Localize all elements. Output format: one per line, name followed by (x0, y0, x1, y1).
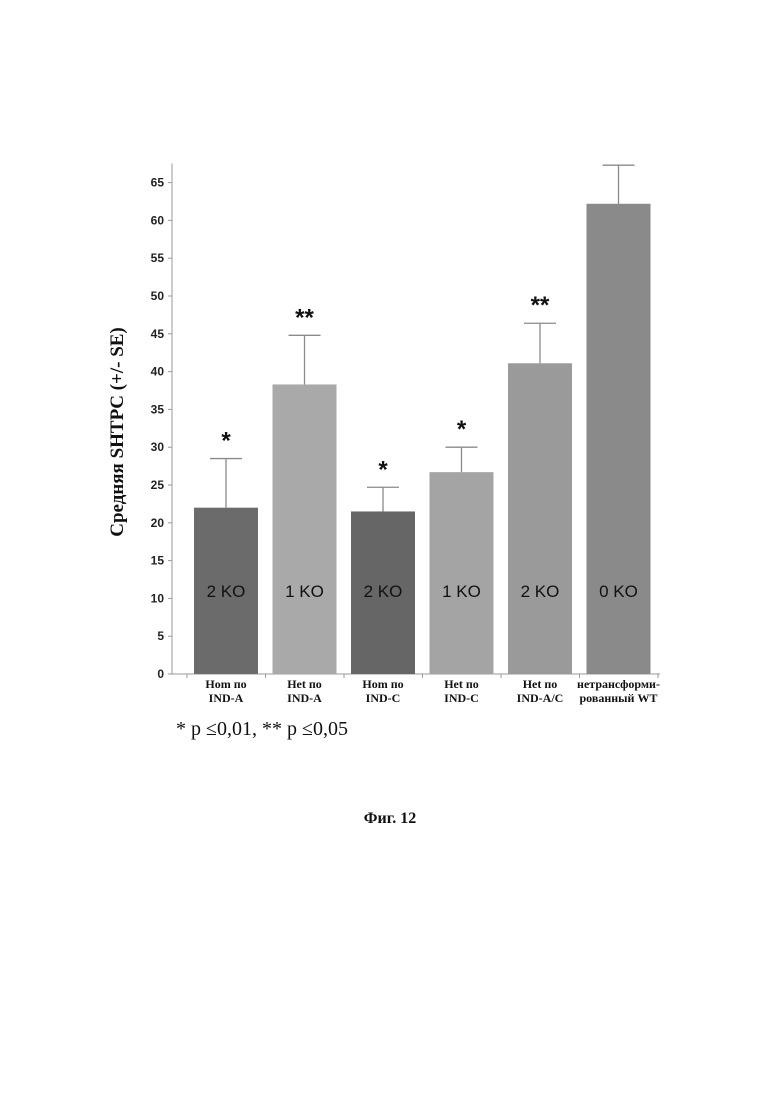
y-tick-label: 25 (151, 478, 165, 492)
bar-label: 0 KO (599, 582, 638, 601)
x-tick-label: Het по (444, 677, 479, 691)
significance-footnote: * p ≤0,01, ** p ≤0,05 (176, 718, 348, 741)
bar-label: 2 KO (207, 582, 246, 601)
bar (273, 384, 337, 674)
y-tick-label: 20 (151, 516, 165, 530)
y-tick-label: 15 (151, 554, 165, 568)
x-tick-label: Hom по (362, 677, 403, 691)
x-tick-label: нетрансформи- (577, 677, 660, 691)
bar (508, 363, 572, 674)
y-tick-label: 50 (151, 289, 165, 303)
y-tick-label: 35 (151, 402, 165, 416)
y-axis-label: Средняя SHTPC (+/- SE) (107, 327, 128, 537)
y-tick-label: 65 (151, 176, 165, 190)
bar-label: 2 KO (521, 582, 560, 601)
significance-marker: ** (531, 292, 550, 319)
chart-bars (194, 165, 651, 674)
figure-caption: Фиг. 12 (0, 810, 780, 828)
x-tick-label: IND-C (444, 691, 479, 705)
x-tick-label: Het по (287, 677, 322, 691)
y-tick-label: 40 (151, 365, 165, 379)
y-tick-label: 5 (157, 629, 164, 643)
x-tick-label: IND-A/C (517, 691, 564, 705)
bar-label: 1 KO (285, 582, 324, 601)
y-tick-label: 60 (151, 213, 165, 227)
x-tick-label: IND-A (209, 691, 244, 705)
bar-label: 1 KO (442, 582, 481, 601)
y-tick-label: 55 (151, 251, 165, 265)
bar (430, 472, 494, 674)
significance-marker: * (457, 416, 467, 443)
x-tick-label: Hom по (205, 677, 246, 691)
bar-label: 2 KO (364, 582, 403, 601)
x-tick-label: IND-A (287, 691, 322, 705)
significance-marker: * (378, 456, 388, 483)
significance-marker: ** (295, 304, 314, 331)
significance-marker: * (221, 428, 231, 455)
y-tick-label: 10 (151, 591, 165, 605)
bar (587, 204, 651, 674)
y-tick-label: 0 (157, 667, 164, 681)
x-tick-label: рованный WT (580, 691, 658, 705)
y-tick-label: 45 (151, 327, 165, 341)
x-tick-label: IND-C (366, 691, 401, 705)
y-tick-label: 30 (151, 440, 165, 454)
x-tick-label: Het по (523, 677, 558, 691)
